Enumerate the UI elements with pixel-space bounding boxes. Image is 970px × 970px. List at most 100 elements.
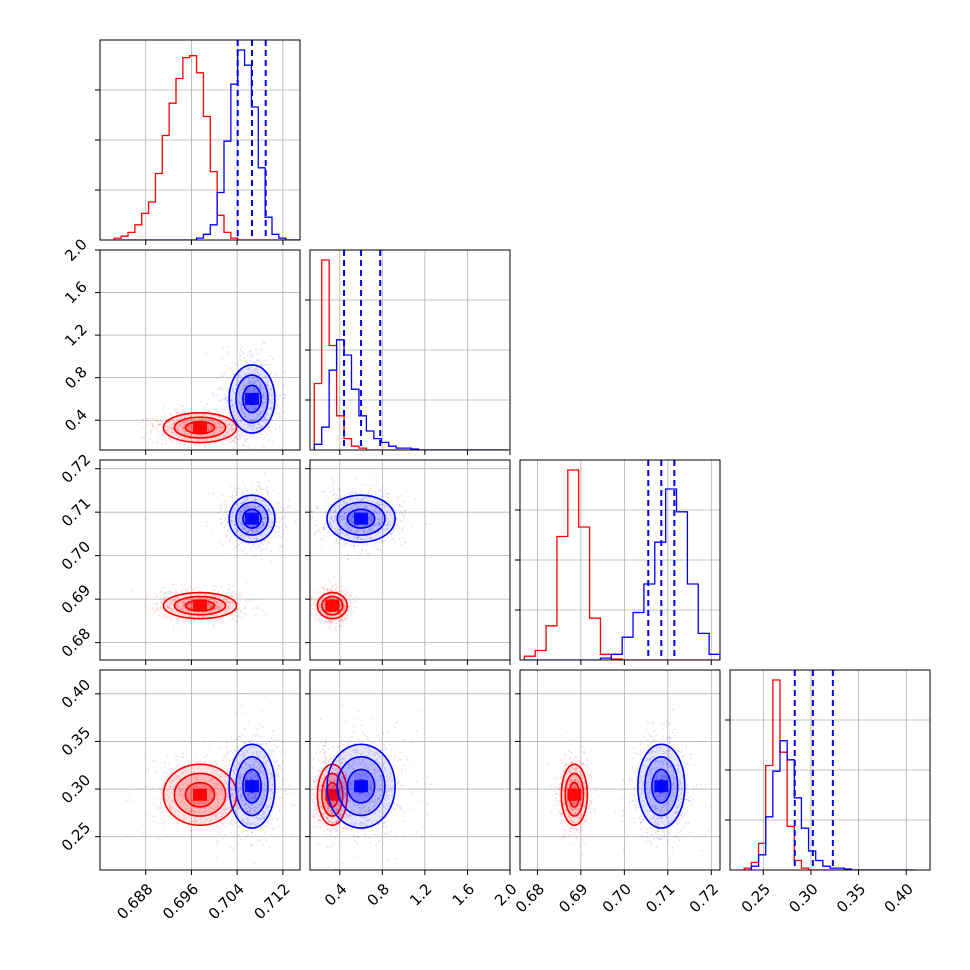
sample-point [255, 529, 258, 532]
sample-point [176, 617, 179, 620]
sample-point [261, 500, 264, 502]
sample-point [240, 540, 243, 543]
sample-point [225, 600, 228, 603]
sample-point [232, 428, 235, 431]
sample-point [231, 427, 234, 430]
sample-point [233, 507, 236, 510]
sample-point [242, 536, 245, 539]
sample-point [243, 384, 246, 386]
sample-point [340, 576, 343, 578]
sample-point [227, 588, 230, 591]
sample-point [162, 599, 165, 602]
sample-point [347, 509, 350, 512]
sample-point [343, 515, 346, 518]
sample-point [411, 524, 414, 527]
sample-point [159, 606, 162, 609]
sample-point [203, 615, 206, 618]
sample-point [237, 795, 240, 797]
sample-point [238, 372, 240, 375]
sample-point [340, 603, 343, 606]
sample-point [271, 358, 274, 360]
sample-point [322, 526, 325, 529]
sample-point [332, 485, 334, 487]
sample-point [196, 783, 198, 786]
sample-point [190, 446, 192, 449]
sample-point [375, 545, 377, 548]
sample-point [341, 620, 344, 623]
sample-point [243, 612, 245, 615]
sample-point [151, 417, 154, 420]
sample-point [267, 439, 270, 441]
sample-point [282, 533, 285, 536]
sample-point [217, 590, 220, 593]
sample-point [224, 775, 227, 777]
sample-point [228, 583, 231, 585]
y-tick-label: 1.6 [61, 278, 91, 308]
sample-point [322, 606, 325, 609]
sample-point [215, 428, 218, 431]
sample-point [232, 601, 234, 604]
sample-point [192, 419, 195, 422]
sample-point [230, 819, 233, 822]
sample-point [235, 490, 238, 493]
sample-point [241, 492, 244, 495]
sample-point [171, 413, 174, 416]
sample-point [315, 604, 317, 607]
sample-point [229, 439, 232, 442]
sample-point [186, 420, 188, 423]
sample-point [370, 519, 372, 522]
sample-point [287, 498, 290, 501]
sample-point [255, 381, 257, 383]
sample-point [282, 507, 285, 510]
sample-point [367, 500, 370, 502]
sample-point [252, 510, 254, 512]
sample-point [268, 498, 271, 501]
sample-point [346, 553, 349, 556]
sample-point [252, 434, 255, 437]
sample-point [249, 420, 252, 423]
sample-point [181, 428, 183, 431]
sample-point [365, 544, 368, 547]
sample-point [262, 509, 265, 512]
sample-point [179, 748, 182, 751]
sample-point [343, 606, 346, 609]
sample-point [232, 439, 235, 442]
sample-point [167, 429, 169, 432]
sample-point [203, 413, 206, 416]
sample-point [256, 536, 258, 538]
sample-point [267, 389, 270, 392]
sample-point [196, 820, 198, 823]
sample-point [250, 365, 253, 368]
sample-point [214, 786, 217, 789]
sample-point [271, 394, 273, 397]
sample-point [341, 526, 344, 528]
sample-point [354, 531, 357, 534]
sample-point [183, 423, 186, 426]
sample-point [247, 423, 249, 426]
sample-point [339, 613, 342, 616]
sample-point [248, 381, 251, 383]
sample-point [389, 514, 392, 517]
sample-point [243, 483, 246, 486]
sample-point [270, 560, 272, 563]
sample-point [166, 604, 169, 606]
sample-point [374, 493, 377, 496]
sample-point [165, 601, 168, 604]
sample-point [208, 780, 210, 782]
sample-point [338, 619, 341, 622]
sample-point [253, 372, 256, 375]
sample-point [429, 522, 432, 525]
sample-point [226, 799, 229, 802]
sample-point [177, 412, 180, 415]
sample-point [210, 771, 212, 774]
sample-point [244, 415, 247, 418]
sample-point [363, 530, 366, 533]
sample-point [218, 793, 220, 796]
sample-point [170, 601, 172, 603]
sample-point [233, 402, 236, 405]
sample-point [189, 798, 192, 800]
sample-point [156, 440, 158, 443]
sample-point [162, 598, 165, 601]
sample-point [253, 420, 256, 422]
sample-point [345, 542, 348, 545]
